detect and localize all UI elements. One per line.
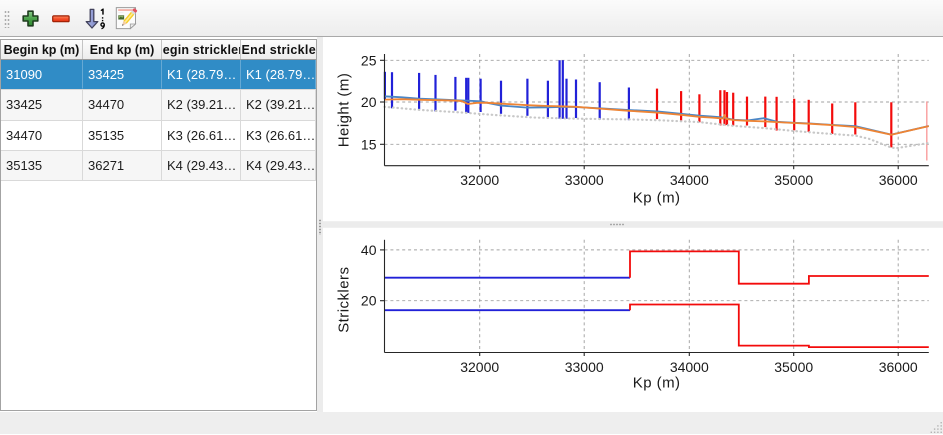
svg-text:Stricklers: Stricklers: [336, 267, 353, 333]
svg-text:35000: 35000: [774, 172, 813, 188]
svg-text:Kp (m): Kp (m): [633, 190, 681, 207]
svg-text:36000: 36000: [879, 172, 918, 188]
svg-text:32000: 32000: [460, 172, 499, 188]
svg-text:32000: 32000: [460, 359, 499, 375]
svg-text:36000: 36000: [879, 359, 918, 375]
svg-text:15: 15: [361, 136, 377, 152]
svg-text:35000: 35000: [774, 359, 813, 375]
svg-text:33000: 33000: [565, 172, 604, 188]
svg-text:20: 20: [361, 94, 377, 110]
svg-text:Kp (m): Kp (m): [633, 375, 681, 392]
svg-text:33000: 33000: [565, 359, 604, 375]
svg-text:34000: 34000: [670, 172, 709, 188]
svg-text:40: 40: [361, 242, 377, 258]
svg-text:25: 25: [361, 52, 377, 68]
svg-text:Height (m): Height (m): [336, 73, 353, 148]
svg-text:20: 20: [361, 293, 377, 309]
svg-text:34000: 34000: [670, 359, 709, 375]
